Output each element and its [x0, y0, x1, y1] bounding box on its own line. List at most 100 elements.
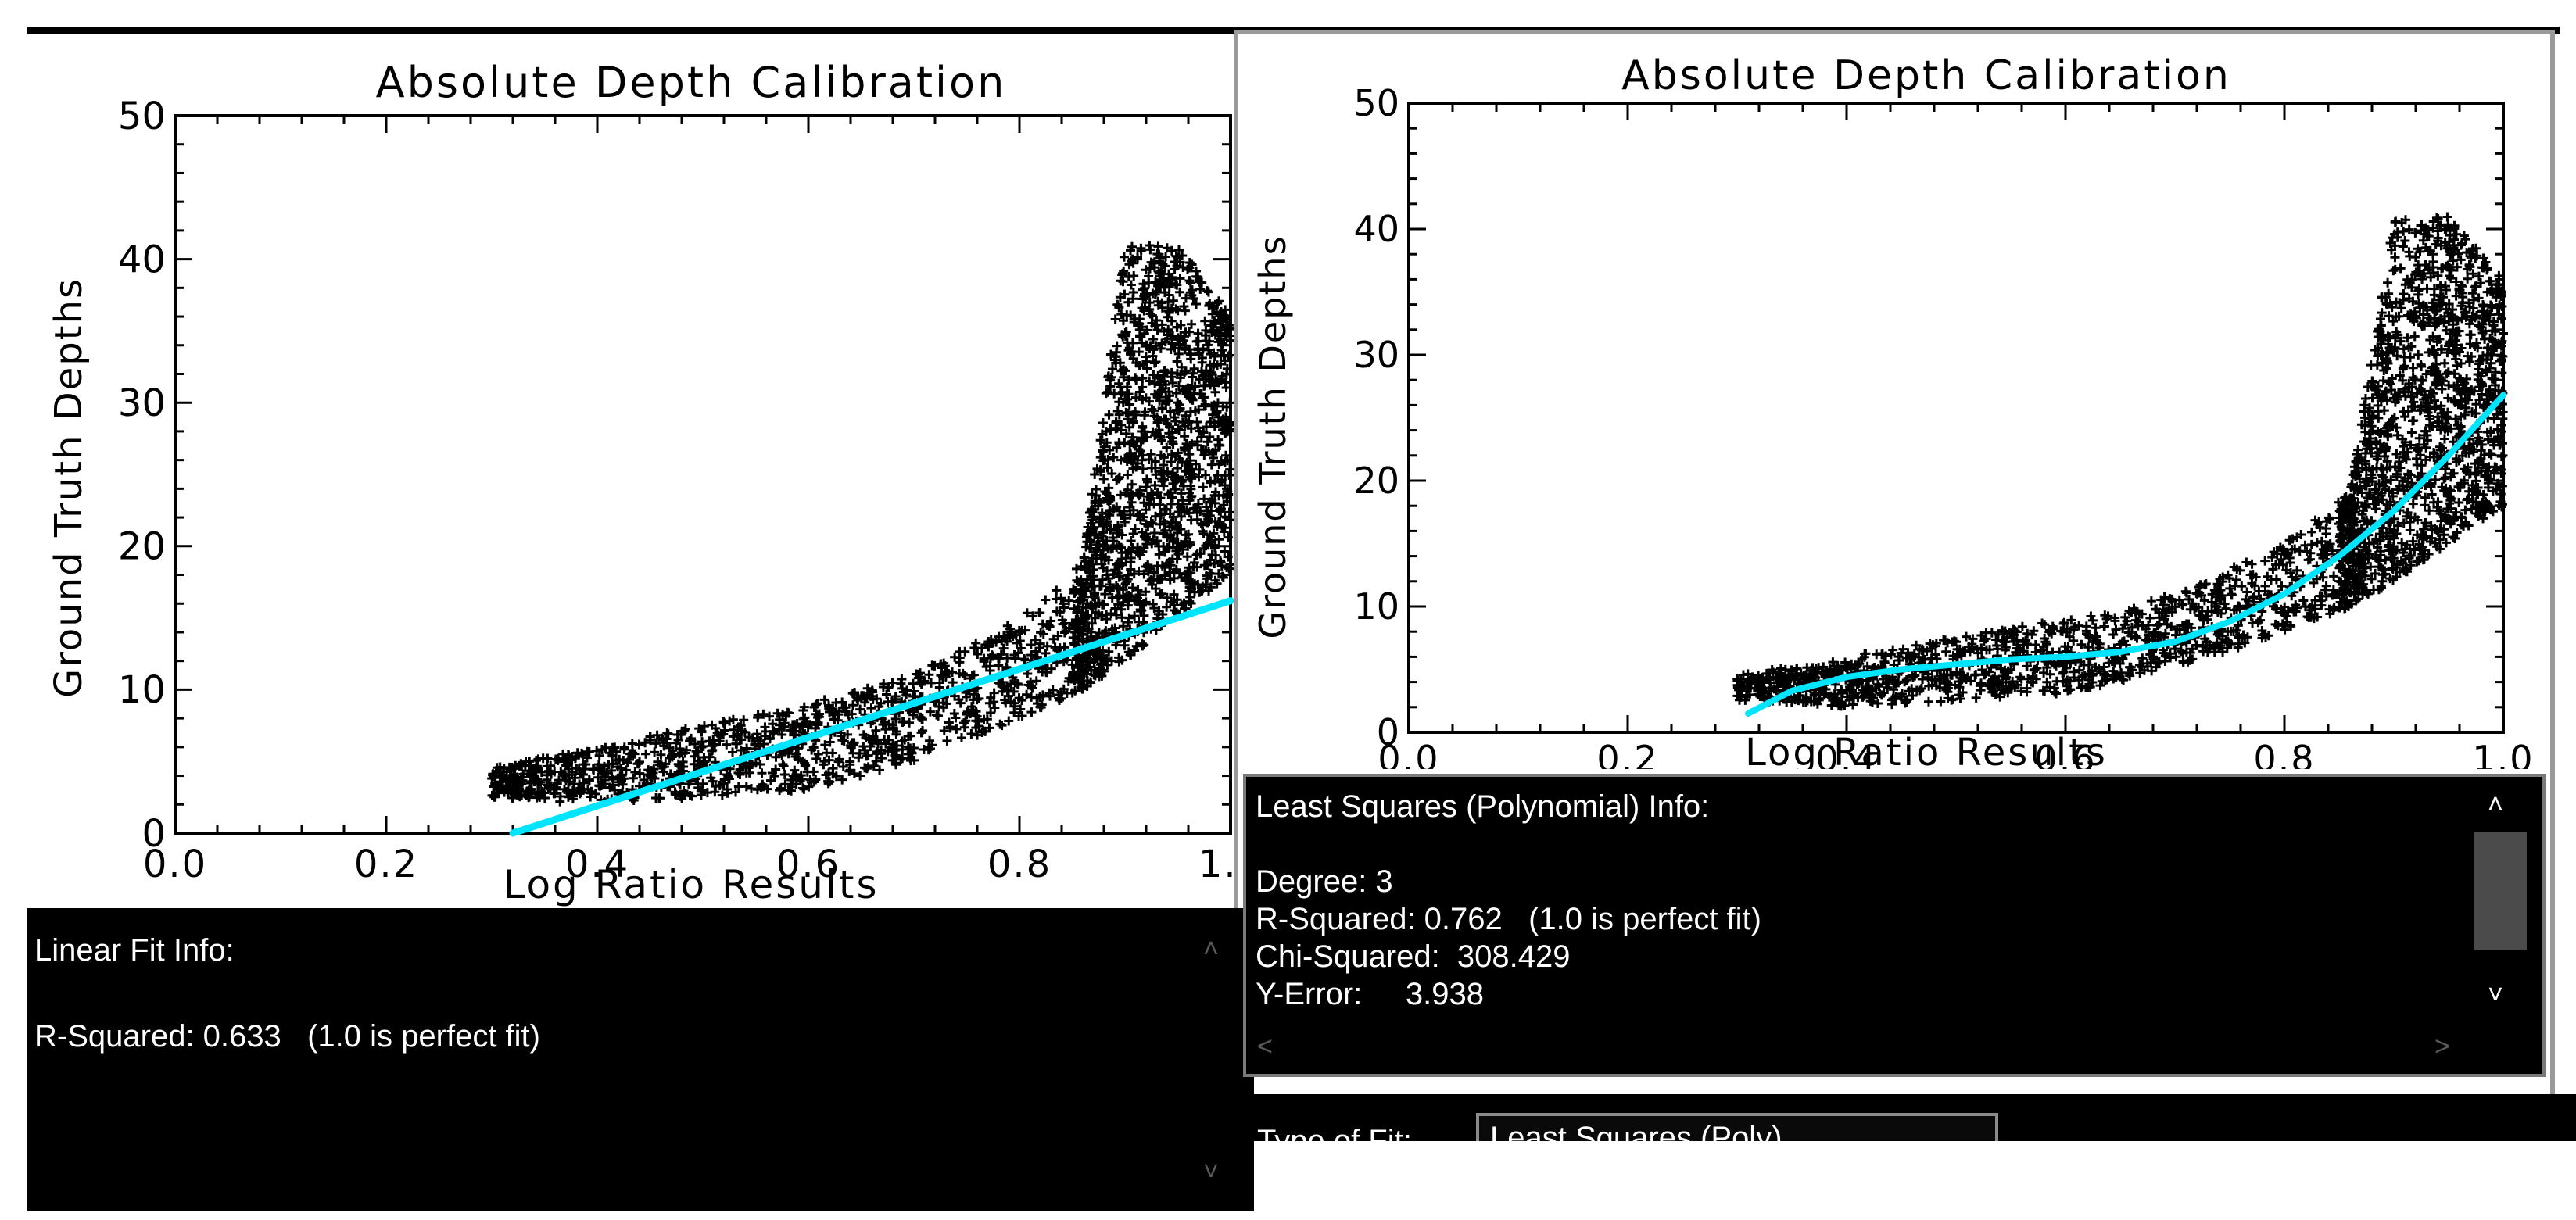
data-point — [511, 760, 521, 771]
data-point — [1096, 611, 1106, 621]
data-point — [1121, 428, 1131, 438]
data-point — [1141, 474, 1152, 485]
data-point — [2462, 495, 2472, 505]
data-point — [579, 769, 589, 779]
data-point — [876, 745, 887, 755]
data-point — [2146, 596, 2156, 606]
data-point — [2045, 669, 2055, 679]
data-point — [714, 730, 724, 740]
data-point — [1188, 394, 1198, 404]
data-point — [2489, 317, 2499, 327]
data-point — [1217, 317, 1227, 327]
data-point — [991, 637, 1001, 647]
data-point — [570, 773, 580, 783]
data-point — [1926, 653, 1936, 664]
data-point — [2159, 592, 2169, 602]
data-point — [2247, 578, 2257, 589]
data-point — [1976, 685, 1986, 696]
data-point — [939, 726, 949, 736]
data-point — [1098, 417, 1108, 428]
x-tick-label: 0.0 — [143, 843, 207, 886]
data-point — [524, 792, 534, 803]
data-point — [2288, 534, 2298, 544]
data-point — [1112, 442, 1122, 453]
data-point — [1199, 494, 1209, 504]
data-point — [1120, 438, 1130, 448]
data-point — [618, 774, 629, 784]
data-point — [600, 742, 611, 753]
data-point — [1017, 711, 1027, 721]
data-point — [1099, 599, 1109, 610]
data-point — [1145, 376, 1155, 386]
data-point — [1183, 449, 1193, 460]
data-point — [843, 729, 853, 739]
data-point — [915, 712, 925, 722]
data-point — [2386, 385, 2396, 395]
data-point — [2366, 360, 2376, 370]
data-point — [1114, 378, 1124, 388]
data-point — [2454, 284, 2464, 294]
data-point — [650, 774, 660, 784]
data-point — [1131, 641, 1141, 651]
data-point — [1038, 691, 1048, 701]
data-point — [2016, 686, 2026, 696]
data-point — [1172, 335, 1182, 345]
data-point — [1168, 536, 1178, 546]
data-point — [977, 728, 987, 738]
data-point — [2123, 628, 2134, 638]
data-point — [2442, 369, 2452, 379]
data-point — [1218, 401, 1228, 411]
data-point — [2221, 603, 2231, 614]
data-point — [856, 691, 866, 701]
data-point — [1114, 410, 1124, 420]
data-point — [955, 668, 965, 678]
data-point — [2192, 589, 2202, 599]
data-point — [1129, 569, 1139, 579]
data-point — [974, 693, 984, 703]
data-point — [1120, 289, 1130, 299]
data-point — [1146, 257, 1156, 267]
data-point — [1201, 541, 1211, 551]
data-point — [1135, 515, 1145, 525]
data-point — [1171, 304, 1181, 314]
data-point — [2051, 676, 2062, 686]
data-point — [2116, 639, 2126, 649]
data-point — [1220, 328, 1231, 338]
data-point — [670, 787, 680, 797]
data-point — [756, 782, 766, 792]
data-point — [2444, 380, 2454, 390]
data-point — [2456, 400, 2467, 410]
data-point — [908, 742, 919, 753]
data-point — [1858, 685, 1868, 695]
data-point — [663, 729, 673, 739]
data-point — [2207, 589, 2217, 599]
data-point — [2220, 599, 2230, 609]
data-point — [1097, 512, 1107, 522]
data-point — [733, 767, 743, 778]
data-point — [1202, 286, 1213, 296]
data-point — [1193, 499, 1203, 509]
data-point — [2170, 644, 2180, 654]
data-point — [742, 743, 752, 753]
data-point — [1123, 389, 1134, 399]
data-point — [1209, 325, 1219, 335]
data-point — [887, 696, 897, 707]
data-point — [2483, 350, 2493, 360]
data-point — [1002, 653, 1012, 664]
data-point — [651, 793, 661, 803]
data-point — [739, 715, 749, 725]
data-point — [1037, 667, 1048, 677]
data-point — [551, 784, 561, 794]
data-point — [985, 661, 995, 671]
data-point — [2194, 610, 2205, 621]
data-point — [1175, 287, 1185, 297]
data-point — [1009, 698, 1019, 708]
data-point — [1154, 549, 1164, 560]
data-point — [1207, 309, 1217, 319]
data-point — [2122, 616, 2132, 626]
data-point — [1971, 692, 1981, 703]
data-point — [1181, 366, 1191, 376]
data-point — [1030, 647, 1041, 657]
data-point — [1128, 353, 1138, 363]
data-point — [2442, 504, 2452, 514]
